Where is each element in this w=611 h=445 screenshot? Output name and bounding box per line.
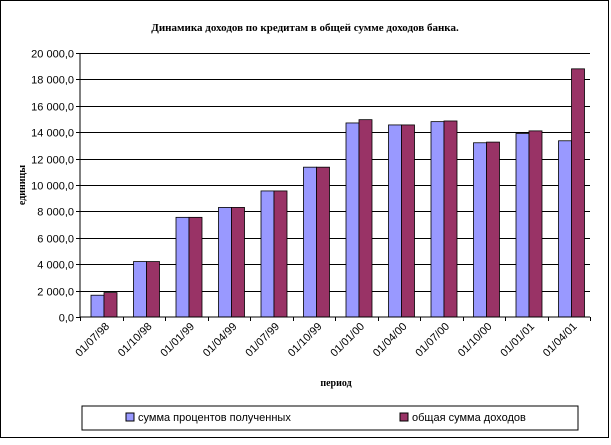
bar-series-1 <box>175 216 190 318</box>
y-tick-label: 20 000,0 <box>31 49 74 61</box>
bar-series-2 <box>188 216 203 318</box>
bar-series-2 <box>486 141 500 318</box>
bar-series-1 <box>90 294 105 318</box>
y-tick-label: 10 000,0 <box>31 181 74 193</box>
bar-series-2 <box>528 130 543 318</box>
legend-box <box>81 405 579 431</box>
bar-series-1 <box>430 121 445 318</box>
bar-series-2 <box>443 120 458 318</box>
y-tick-label: 6 000,0 <box>37 234 74 246</box>
bar-series-1 <box>133 261 147 318</box>
bars <box>90 68 585 318</box>
bar-series-1 <box>303 166 317 318</box>
legend-swatch-series-2 <box>399 412 409 422</box>
y-tick-label: 12 000,0 <box>31 155 74 167</box>
bar-series-1 <box>473 142 487 318</box>
bar-series-2 <box>401 124 415 318</box>
bar-series-2 <box>231 207 245 318</box>
bar-series-1 <box>558 140 572 318</box>
y-tick-label: 0,0 <box>59 313 74 325</box>
x-axis-label: период <box>320 378 351 389</box>
legend-label-series-2: общая сумма доходов <box>412 412 526 424</box>
bar-series-2 <box>146 261 160 318</box>
y-tick-label: 4 000,0 <box>37 260 74 272</box>
gridlines <box>80 53 590 292</box>
bar-series-2 <box>358 119 373 318</box>
bar-series-2 <box>571 68 585 318</box>
legend-label-series-1: сумма процентов полученных <box>138 412 291 424</box>
y-tick-label: 8 000,0 <box>37 207 74 219</box>
y-tick-label: 2 000,0 <box>37 287 74 299</box>
bar-series-1 <box>218 207 232 318</box>
bar-series-1 <box>515 133 530 318</box>
bar-series-1 <box>388 124 402 318</box>
bar-series-2 <box>316 166 330 318</box>
bar-series-2 <box>103 292 118 318</box>
bar-series-2 <box>273 190 288 318</box>
y-axis-ticks: 0,0 2 000,0 4 000,0 6 000,0 8 000,0 10 000,0 1… <box>31 49 80 325</box>
legend-swatch-series-1 <box>125 412 135 422</box>
chart-title: Динамика доходов по кредитам в общей сум… <box>151 22 459 34</box>
bar-series-1 <box>345 122 360 318</box>
legend: сумма процентов полученных общая сумма д… <box>81 405 579 431</box>
y-tick-label: 14 000,0 <box>31 128 74 140</box>
y-tick-label: 18 000,0 <box>31 75 74 87</box>
bar-series-1 <box>260 190 275 318</box>
y-axis-label: единицы <box>17 165 28 205</box>
y-tick-label: 16 000,0 <box>31 102 74 114</box>
